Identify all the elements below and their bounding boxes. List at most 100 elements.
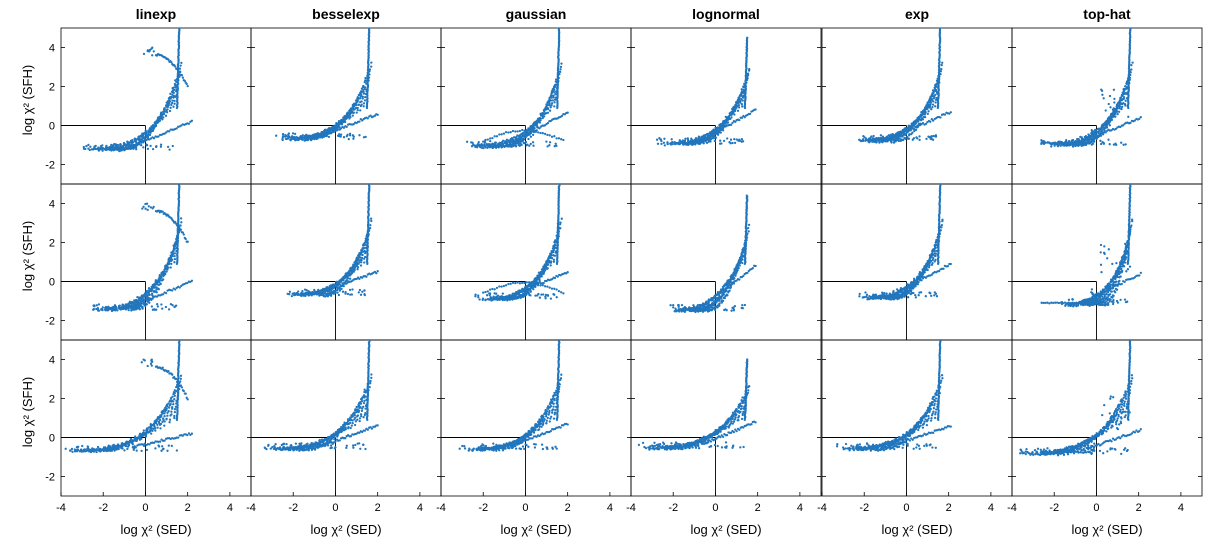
data-point xyxy=(174,79,177,82)
data-point xyxy=(560,291,563,294)
data-point xyxy=(153,286,156,289)
panel-frame xyxy=(250,27,442,185)
data-point xyxy=(484,138,487,142)
data-point xyxy=(1112,88,1116,91)
data-point xyxy=(541,284,544,287)
data-point xyxy=(173,82,177,86)
data-point xyxy=(495,286,499,290)
data-point xyxy=(550,104,553,107)
data-point xyxy=(364,76,367,80)
data-point xyxy=(303,288,307,291)
data-point xyxy=(748,112,752,116)
panel-frame xyxy=(821,27,1013,185)
data-point xyxy=(325,133,329,136)
data-point xyxy=(313,292,316,295)
data-point xyxy=(663,137,666,140)
data-point xyxy=(339,280,342,283)
data-point xyxy=(500,285,503,288)
data-point xyxy=(148,129,152,132)
data-point xyxy=(1108,124,1111,127)
data-point xyxy=(1057,142,1061,145)
data-point xyxy=(877,139,881,143)
data-point xyxy=(928,103,931,106)
data-point xyxy=(359,258,362,262)
data-point xyxy=(1084,143,1087,146)
data-point xyxy=(546,133,549,137)
data-point xyxy=(87,143,90,147)
data-point xyxy=(105,308,108,311)
data-point xyxy=(480,146,484,149)
data-point xyxy=(144,207,147,210)
data-point xyxy=(142,146,145,149)
data-point xyxy=(321,134,324,138)
data-point xyxy=(539,284,542,287)
data-point xyxy=(1124,143,1127,146)
data-point xyxy=(164,264,167,268)
data-point xyxy=(312,133,316,137)
data-point xyxy=(722,139,726,143)
data-point xyxy=(180,61,183,65)
data-point xyxy=(557,289,561,293)
data-point xyxy=(538,121,542,124)
data-point xyxy=(1109,106,1112,109)
data-point xyxy=(1100,129,1103,132)
data-point xyxy=(348,288,352,292)
data-point xyxy=(488,145,492,149)
data-point xyxy=(935,79,939,82)
data-point xyxy=(527,137,530,141)
data-point xyxy=(141,134,144,137)
data-point xyxy=(548,141,552,144)
data-point xyxy=(737,106,741,109)
data-point xyxy=(542,270,546,273)
data-point xyxy=(181,76,185,79)
data-point xyxy=(546,259,549,262)
data-point xyxy=(726,137,729,140)
scatter-points xyxy=(82,28,194,153)
data-point xyxy=(166,263,169,267)
data-point xyxy=(133,299,136,302)
data-point xyxy=(877,137,881,140)
data-point xyxy=(168,148,171,151)
data-point xyxy=(921,113,924,116)
data-point xyxy=(511,295,514,298)
data-point xyxy=(138,299,141,302)
data-point xyxy=(1107,138,1110,141)
data-point xyxy=(149,131,152,134)
data-point xyxy=(501,298,504,302)
data-point xyxy=(99,145,103,148)
data-point xyxy=(948,112,951,115)
data-point xyxy=(1131,61,1134,64)
data-point xyxy=(1063,141,1067,145)
data-point xyxy=(529,131,533,134)
data-point xyxy=(888,138,891,142)
data-point xyxy=(543,132,547,136)
data-point xyxy=(548,134,551,137)
data-point xyxy=(738,96,741,99)
data-point xyxy=(293,292,296,295)
data-point xyxy=(1095,137,1098,140)
data-point xyxy=(339,284,343,287)
data-point xyxy=(325,293,328,296)
data-point xyxy=(178,71,182,74)
data-point xyxy=(537,131,540,134)
data-point xyxy=(913,128,916,131)
data-point xyxy=(516,281,519,284)
data-point xyxy=(724,119,728,123)
data-point xyxy=(129,145,132,148)
data-point xyxy=(183,79,186,83)
data-point xyxy=(680,141,684,144)
data-point xyxy=(310,293,313,296)
data-point xyxy=(495,144,499,147)
data-point xyxy=(899,138,902,141)
data-point xyxy=(908,125,912,128)
data-point xyxy=(356,266,360,269)
data-point xyxy=(488,288,492,291)
data-point xyxy=(369,114,372,117)
data-point xyxy=(363,255,367,259)
data-point xyxy=(302,294,305,297)
data-point xyxy=(930,108,933,111)
data-point xyxy=(1121,93,1125,96)
data-point xyxy=(170,101,174,105)
data-point xyxy=(168,256,171,260)
data-point xyxy=(158,280,161,284)
